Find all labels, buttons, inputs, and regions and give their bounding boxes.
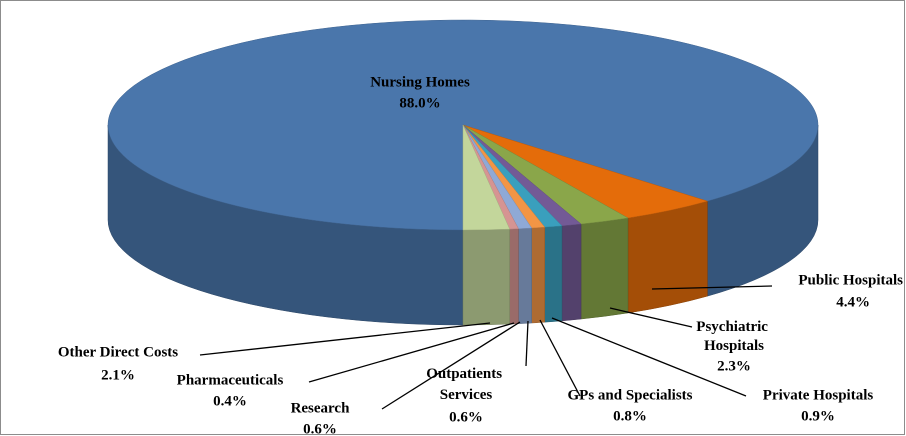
category-label: Research — [291, 400, 351, 416]
leader-line — [525, 320, 529, 367]
value-label: 0.4% — [213, 393, 247, 409]
category-label: Nursing Homes — [370, 74, 470, 90]
slice-side — [544, 225, 563, 323]
category-label: Public Hospitals — [798, 272, 903, 288]
category-label: Outpatients Services — [426, 366, 506, 403]
pie-tops — [107, 19, 819, 231]
category-label: Other Direct Costs — [58, 344, 178, 360]
leader-line — [609, 307, 693, 328]
leader-line — [381, 321, 521, 410]
value-label: 2.1% — [101, 367, 135, 383]
leader-line — [551, 317, 747, 397]
leader-line — [199, 322, 491, 356]
slice-side — [561, 223, 582, 322]
leader-line — [308, 322, 515, 383]
slice — [462, 124, 511, 231]
value-label: 0.6% — [303, 421, 337, 436]
leader-line — [539, 319, 581, 397]
value-label: 2.3% — [717, 358, 751, 374]
value-label: 4.4% — [836, 294, 870, 310]
category-label: Private Hospitals — [763, 387, 874, 403]
value-label: 0.9% — [801, 408, 835, 424]
leader-line — [651, 285, 773, 290]
category-label: GPs and Specialists — [567, 387, 692, 403]
slice-side — [531, 226, 545, 324]
slice-side — [509, 228, 519, 325]
category-label: Pharmaceuticals — [177, 372, 284, 388]
category-label: Psychiatric Hospitals — [696, 319, 771, 354]
slice-side — [462, 228, 510, 326]
slice-side — [627, 200, 708, 314]
value-label: 0.6% — [449, 409, 483, 425]
value-label: 88.0% — [399, 95, 440, 111]
value-label: 0.8% — [613, 408, 647, 424]
slice-side — [518, 227, 532, 324]
slice-side — [580, 217, 629, 320]
pie-sides — [107, 124, 819, 326]
